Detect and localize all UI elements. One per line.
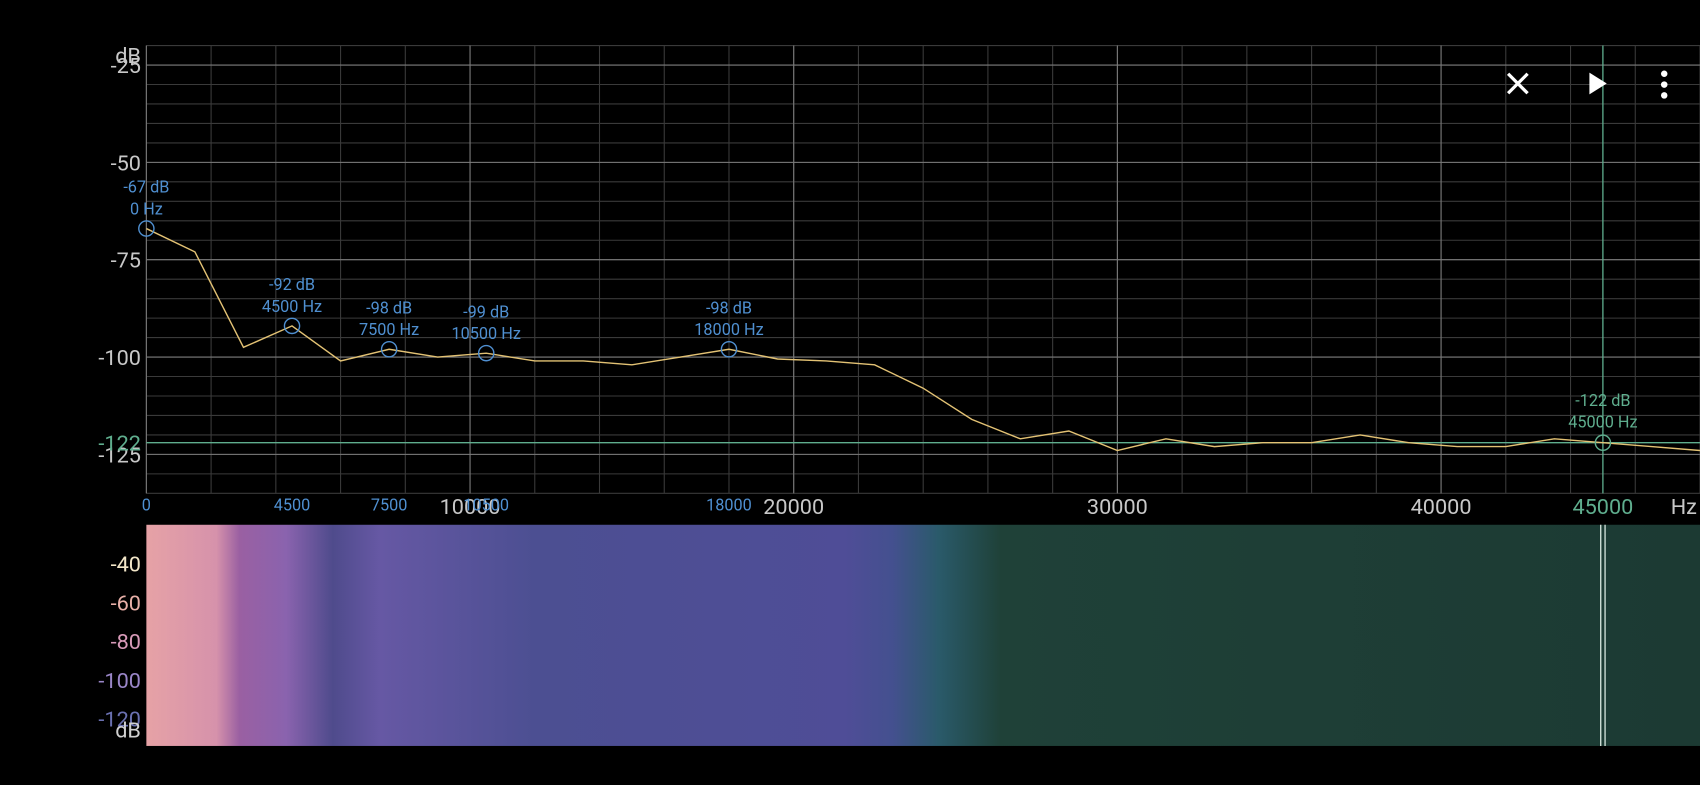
close-button[interactable]	[1506, 72, 1529, 95]
spectrogram-unit: dB	[115, 719, 141, 744]
cursor-db-label: -122 dB	[1575, 391, 1630, 410]
more-menu[interactable]	[1660, 70, 1668, 99]
y-tick-label: -100	[98, 346, 141, 371]
cursor-marker	[1594, 434, 1612, 452]
peak-hz-label: 18000 Hz	[694, 320, 763, 339]
y-tick-label: -25	[111, 54, 141, 79]
y-unit: dB	[115, 44, 141, 69]
spectrogram-y-label: -60	[111, 591, 141, 616]
spectrogram-y-label: -100	[98, 669, 141, 694]
peak-axis-label: 10500	[463, 496, 509, 515]
peak-axis-label: 18000	[706, 496, 752, 515]
x-tick-label: 10000	[440, 495, 501, 520]
peak-marker	[720, 340, 738, 358]
peak-marker	[380, 340, 398, 358]
y-tick-label: -50	[111, 151, 141, 176]
spectrogram-y-label: -40	[111, 552, 141, 577]
peak-axis-label: 0	[142, 496, 151, 515]
peak-db-label: -98 dB	[706, 298, 752, 317]
peak-marker	[477, 344, 495, 362]
x-unit: Hz	[1671, 495, 1697, 520]
x-tick-label: 30000	[1087, 495, 1148, 520]
peak-hz-label: 7500 Hz	[359, 320, 419, 339]
spectrogram	[146, 524, 1700, 746]
cursor-axis-x: 45000	[1572, 495, 1633, 520]
spectrum-line	[146, 227, 1700, 452]
peak-db-label: -92 dB	[269, 275, 315, 294]
peak-marker	[283, 317, 301, 335]
cursor-hz-label: 45000 Hz	[1568, 412, 1637, 431]
peak-marker	[138, 220, 155, 237]
y-tick-label: -75	[111, 249, 141, 274]
x-tick-label: 20000	[763, 495, 824, 520]
peak-axis-label: 7500	[371, 496, 408, 515]
spectrum-plot: -25 -50 -75 -100 -125 10000 20000 30000 40000 dB H…	[98, 44, 1700, 520]
x-tick-label: 40000	[1411, 495, 1472, 520]
peak-hz-label: 0 Hz	[130, 199, 163, 218]
cursor-axis-value: -122	[98, 432, 141, 457]
y-tick-label: -125	[98, 443, 141, 468]
peak-db-label: -99 dB	[463, 302, 509, 321]
spectrogram-y-label: -80	[111, 630, 141, 655]
peak-hz-label: 10500 Hz	[452, 324, 521, 343]
peak-db-label: -67 dB	[123, 178, 169, 197]
peak-db-label: -98 dB	[366, 298, 412, 317]
play-button[interactable]	[1589, 72, 1607, 95]
peak-hz-label: 4500 Hz	[262, 297, 322, 316]
spectrogram-y-label: -120	[98, 708, 141, 733]
peak-axis-label: 4500	[274, 496, 311, 515]
